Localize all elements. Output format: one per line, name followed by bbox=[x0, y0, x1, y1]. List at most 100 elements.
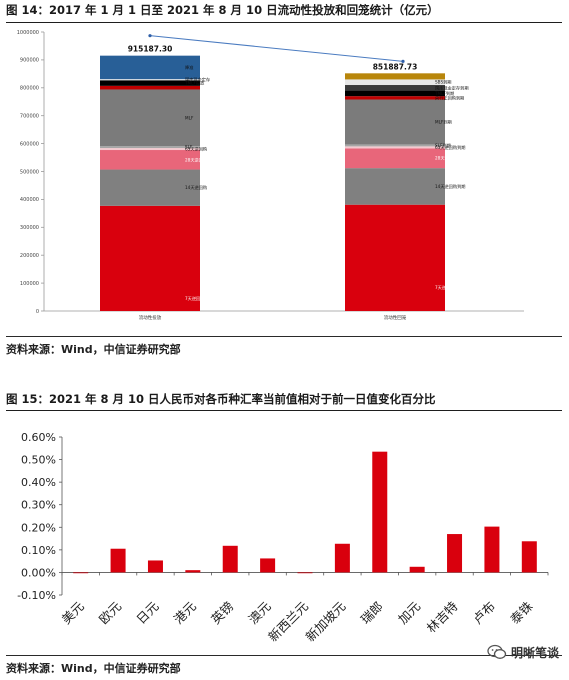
chart14-segment-label: SBS到期 bbox=[435, 79, 452, 86]
chart15-bar bbox=[409, 566, 425, 573]
chart15-bar bbox=[147, 560, 163, 573]
chart14-bars bbox=[100, 55, 445, 311]
chart14-segment-label: TMLF到期 bbox=[434, 90, 454, 97]
chart14-y-tick-label: 1000000 bbox=[17, 30, 39, 36]
chart15-bar bbox=[260, 558, 276, 573]
chart15-y-tick-label: 0.10% bbox=[21, 544, 56, 557]
chart15-bar bbox=[334, 543, 350, 573]
chart14-segment-label: 14天逆回购 bbox=[185, 184, 207, 191]
chart15-x-tick-label: 英镑 bbox=[208, 599, 236, 627]
chart14-bar-segment bbox=[100, 89, 200, 147]
figure15-title: 图 15：2021 年 8 月 10 日人民币对各币种汇率当前值相对于前一日值变… bbox=[6, 392, 436, 406]
figure14-bottom-rule bbox=[6, 336, 562, 337]
chart15-bar bbox=[110, 548, 126, 573]
watermark: 明晰笔谈 bbox=[487, 642, 559, 662]
chart14-y-tick-label: 900000 bbox=[20, 58, 39, 64]
chart15-x-tick-label: 加元 bbox=[395, 599, 423, 627]
chart15-bar bbox=[185, 570, 201, 573]
chart15-y-axis: -0.10% 0.00% 0.10% 0.20% 0.30% 0.40% 0.50% 0.60… bbox=[17, 431, 549, 602]
chart14-y-tick-label: 800000 bbox=[20, 86, 39, 92]
chart14-segment-label: 28天逆回购到期 bbox=[435, 155, 465, 162]
chart14-trend-line bbox=[149, 35, 404, 62]
figure15-top-rule bbox=[6, 410, 562, 411]
chart14-total-label: 851887.73 bbox=[373, 62, 418, 71]
chart14-bar-segment bbox=[345, 144, 445, 147]
chart14-bar-segment bbox=[345, 79, 445, 86]
figure14-source: 资料来源：Wind，中信证券研究部 bbox=[6, 343, 181, 356]
chart14-segment-label: SLF bbox=[185, 145, 193, 150]
chart14-bar-segment bbox=[100, 150, 200, 170]
chart15-x-tick-label: 新加坡元 bbox=[303, 599, 349, 645]
chart14-x-tick-label: 流动性投放 bbox=[139, 314, 162, 321]
chart15-bar bbox=[521, 541, 537, 573]
chart14-bar-segment bbox=[100, 146, 200, 149]
chart14-segment-label: 63天逆回购到期 bbox=[435, 144, 465, 151]
chart15-x-tick-label: 瑞郎 bbox=[358, 599, 386, 627]
chart14-segment-label: 国库现金定存 bbox=[185, 76, 210, 83]
chart14-segment-label: MLF bbox=[185, 115, 194, 120]
chart15-x-tick-label: 新西兰元 bbox=[265, 599, 311, 645]
chart14-y-tick-label: 0 bbox=[36, 309, 39, 315]
chart15-x-tick-label: 港元 bbox=[171, 599, 199, 627]
chart14-segment-label: 国库现金定存到期 bbox=[435, 84, 469, 91]
chart15-y-tick-label: 0.00% bbox=[21, 566, 56, 579]
chart14-segment-label: 28天逆回购 bbox=[185, 156, 207, 163]
fx-change-bar-chart: -0.10% 0.00% 0.10% 0.20% 0.30% 0.40% 0.50% 0.60… bbox=[17, 431, 549, 644]
chart14-bar-segment bbox=[345, 73, 445, 80]
chart14-segment-label: 7天逆回购到期 bbox=[435, 284, 463, 291]
chart15-bar bbox=[297, 572, 313, 574]
chart14-bar-segment bbox=[345, 168, 445, 205]
chart14-bar-segment bbox=[100, 55, 200, 80]
chart15-x-tick-label: 澳元 bbox=[245, 599, 273, 627]
chart15-bar bbox=[484, 526, 500, 573]
chart14-segment-label: MLF到期 bbox=[435, 118, 452, 125]
chart15-y-tick-label: 0.50% bbox=[21, 454, 56, 467]
chart15-x-tick-label: 欧元 bbox=[96, 599, 124, 627]
chart14-y-tick-label: 100000 bbox=[20, 281, 39, 287]
chart14-trend-point bbox=[148, 34, 152, 38]
chart15-bars bbox=[73, 451, 537, 574]
chart15-y-tick-label: 0.20% bbox=[21, 521, 56, 534]
chart14-y-tick-label: 300000 bbox=[20, 225, 39, 231]
chart14-segment-label: 降准 bbox=[185, 64, 193, 71]
chart15-x-tick-label: 美元 bbox=[59, 599, 87, 627]
chart14-segment-label: 7天逆回购 bbox=[185, 295, 204, 302]
chart14-y-axis: 0 100000 200000 300000 400000 500000 600000 700… bbox=[17, 30, 524, 315]
chart15-y-tick-label: 0.40% bbox=[21, 476, 56, 489]
chart14-segment-label: 央行正回购到期 bbox=[435, 94, 464, 101]
chart14-y-tick-label: 600000 bbox=[20, 141, 39, 147]
chart15-x-tick-label: 卢布 bbox=[470, 599, 498, 627]
chart14-y-tick-label: 200000 bbox=[20, 253, 39, 259]
chart14-bar-segment bbox=[345, 85, 445, 91]
chart14-bar-segment bbox=[345, 146, 445, 149]
chart15-y-tick-label: 0.30% bbox=[21, 499, 56, 512]
chart14-trend-point bbox=[401, 59, 405, 63]
chart15-bar bbox=[222, 545, 238, 573]
chart14-bar-segment bbox=[100, 169, 200, 206]
chart15-x-tick-label: 日元 bbox=[133, 599, 161, 627]
figure15-source: 资料来源：Wind，中信证券研究部 bbox=[6, 662, 181, 675]
chart14-segment-label: 63天逆回购 bbox=[185, 146, 207, 153]
chart15-y-tick-label: -0.10% bbox=[17, 589, 56, 602]
chart14-total-label: 915187.30 bbox=[128, 45, 173, 54]
chart14-segment-label: 14天逆回购到期 bbox=[435, 183, 465, 190]
chart14-bar-segment bbox=[100, 80, 200, 86]
chart14-y-tick-label: 700000 bbox=[20, 114, 39, 120]
chart15-x-tick-label: 泰铢 bbox=[507, 598, 536, 627]
chart14-bar-segment bbox=[345, 204, 445, 311]
chart14-x-tick-label: 流动性回笼 bbox=[384, 314, 407, 321]
chart14-y-tick-label: 400000 bbox=[20, 197, 39, 203]
chart15-y-tick-label: 0.60% bbox=[21, 431, 56, 444]
watermark-text: 明晰笔谈 bbox=[510, 645, 559, 660]
chart14-segment-label: TMLF投放 bbox=[184, 80, 205, 87]
chart14-bar-segment bbox=[345, 148, 445, 169]
wechat-icon bbox=[487, 644, 507, 659]
chart15-bar bbox=[447, 534, 463, 573]
chart14-bar-segment bbox=[345, 99, 445, 145]
figure14-title: 图 14：2017 年 1 月 1 日至 2021 年 8 月 10 日流动性投… bbox=[6, 3, 439, 17]
chart14-bar-segment bbox=[345, 90, 445, 97]
figure14-top-rule bbox=[6, 22, 562, 23]
chart14-bar-segment bbox=[345, 96, 445, 100]
